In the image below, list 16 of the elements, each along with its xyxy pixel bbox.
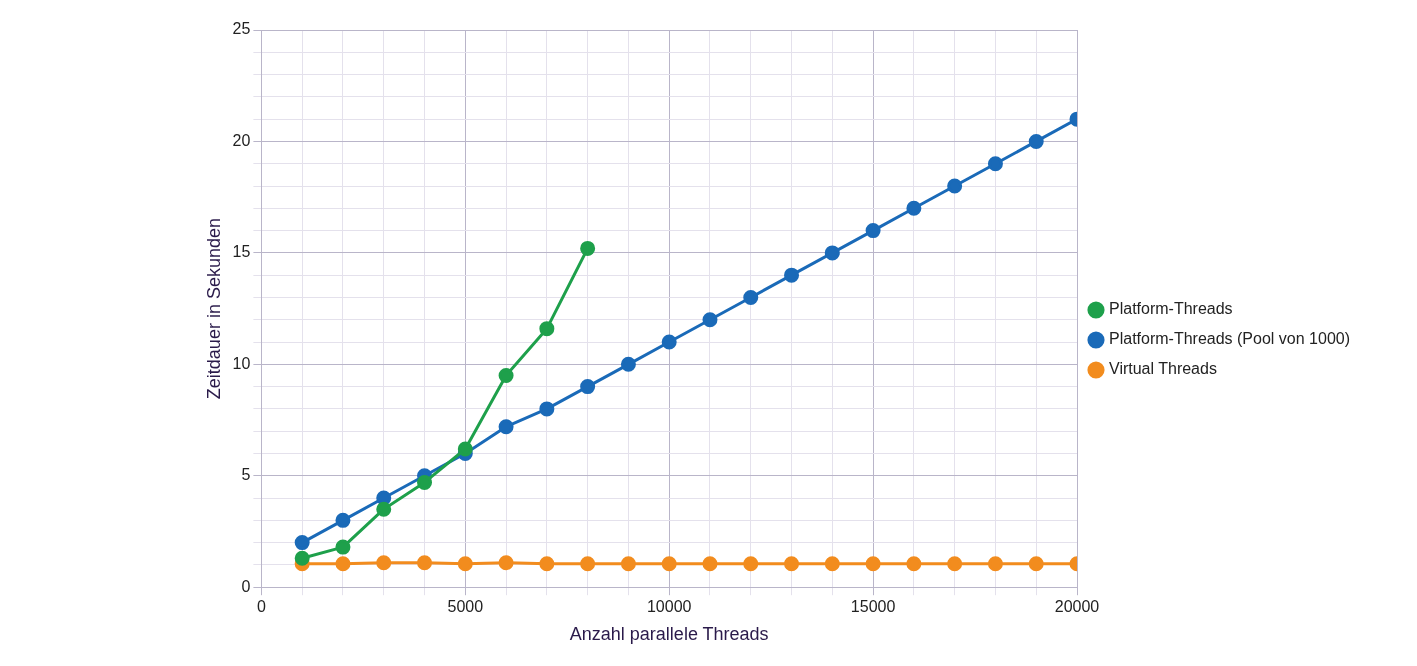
y-tick-label: 5 [241, 466, 251, 484]
x-tick-label: 0 [256, 598, 266, 616]
x-tick-label: 10000 [646, 598, 692, 616]
y-tick-label: 10 [232, 354, 251, 372]
x-axis-title: Anzahl parallele Threads [569, 624, 769, 645]
y-tick-label: 0 [241, 577, 251, 595]
legend-label: Virtual Threads [1109, 360, 1217, 378]
y-tick-label: 25 [232, 20, 251, 38]
x-tick-label: 15000 [850, 598, 896, 616]
legend-label: Platform-Threads [1109, 300, 1233, 318]
legend-label: Platform-Threads (Pool von 1000) [1109, 330, 1350, 348]
x-tick-label: 5000 [447, 598, 484, 616]
y-tick-label: 15 [232, 243, 251, 261]
y-axis-title: Zeitdauer in Sekunden [203, 218, 224, 400]
x-tick-label: 20000 [1054, 598, 1100, 616]
y-tick-label: 20 [232, 131, 251, 149]
